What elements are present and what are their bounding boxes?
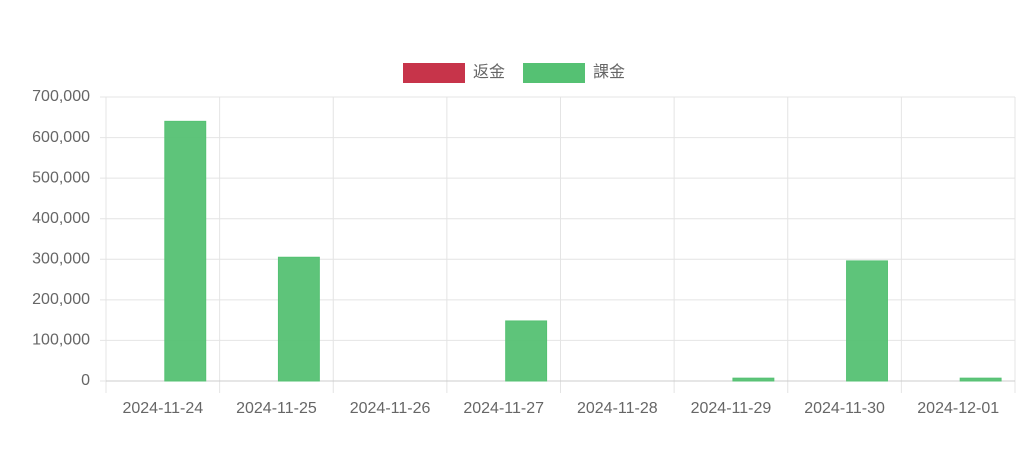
legend-label: 課金 bbox=[593, 63, 625, 81]
y-tick-label: 300,000 bbox=[32, 251, 90, 268]
y-tick-label: 600,000 bbox=[32, 129, 90, 146]
y-tick-label: 500,000 bbox=[32, 169, 90, 186]
y-tick-label: 700,000 bbox=[32, 88, 90, 105]
bar bbox=[846, 260, 888, 382]
legend-swatch bbox=[523, 63, 585, 83]
y-tick-label: 400,000 bbox=[32, 210, 90, 227]
x-tick-label: 2024-11-26 bbox=[350, 400, 431, 417]
x-tick-label: 2024-11-28 bbox=[577, 400, 658, 417]
x-tick-label: 2024-11-27 bbox=[463, 400, 544, 417]
x-tick-label: 2024-11-30 bbox=[804, 400, 885, 417]
legend-swatch bbox=[403, 63, 465, 83]
y-tick-label: 0 bbox=[81, 372, 90, 389]
bar bbox=[505, 320, 548, 382]
y-tick-label: 200,000 bbox=[32, 291, 90, 308]
legend-label: 返金 bbox=[473, 63, 505, 81]
bar bbox=[164, 120, 207, 382]
bar bbox=[732, 377, 775, 382]
x-tick-label: 2024-11-29 bbox=[691, 400, 772, 417]
x-tick-label: 2024-11-24 bbox=[122, 400, 203, 417]
x-tick-label: 2024-12-01 bbox=[917, 400, 999, 417]
x-tick-label: 2024-11-25 bbox=[236, 400, 317, 417]
bar bbox=[277, 256, 320, 382]
y-tick-label: 100,000 bbox=[32, 332, 90, 349]
bar bbox=[959, 377, 1002, 382]
